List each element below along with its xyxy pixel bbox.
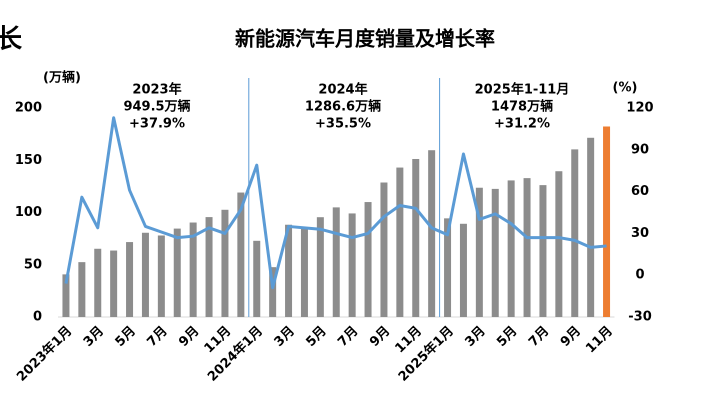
bar <box>571 149 579 317</box>
annotation: 1286.6万辆 <box>305 99 381 115</box>
bar <box>396 167 404 317</box>
bar <box>94 248 102 317</box>
bar <box>253 240 261 317</box>
y-tick-label: 150 <box>15 153 42 168</box>
annotation: 1478万辆 <box>491 99 553 115</box>
chart-title: 新能源汽车月度销量及增长率 <box>235 27 495 51</box>
bar <box>205 217 213 317</box>
bar <box>332 207 340 317</box>
bar <box>412 158 420 317</box>
y-tick-label: 0 <box>33 310 42 325</box>
y-tick-label: 200 <box>15 101 42 116</box>
bar <box>269 267 277 317</box>
bar <box>110 250 118 317</box>
y2-tick-label: 30 <box>631 226 649 241</box>
annotation: +35.5% <box>315 117 371 132</box>
bar <box>380 182 388 317</box>
bar <box>459 223 467 317</box>
bar <box>348 213 356 317</box>
bar <box>428 150 436 317</box>
y2-tick-label: 60 <box>631 184 649 199</box>
corner-text: 长 <box>0 25 23 55</box>
annotation: +37.9% <box>129 117 185 132</box>
bar <box>475 187 483 317</box>
annotation: +31.2% <box>494 117 550 132</box>
bar <box>285 224 293 317</box>
bar <box>62 274 70 317</box>
bar <box>300 228 308 317</box>
annotation: 2024年 <box>318 82 367 98</box>
y-tick-label: 50 <box>24 257 42 272</box>
bar <box>316 217 324 317</box>
bar <box>221 209 229 317</box>
bar <box>523 178 531 317</box>
bar <box>189 222 197 317</box>
bar <box>141 232 149 317</box>
y-tick-label: 100 <box>15 205 42 220</box>
annotation: 949.5万辆 <box>123 99 190 115</box>
bar <box>237 192 245 317</box>
growth-line <box>64 116 607 290</box>
annotation: 2025年1-11月 <box>475 82 570 98</box>
bar <box>555 171 563 317</box>
bar <box>587 137 595 317</box>
bar <box>603 126 611 318</box>
y-axis-label: (万辆) <box>43 70 81 86</box>
y2-tick-label: 120 <box>626 101 653 116</box>
bar <box>157 235 165 317</box>
y2-tick-label: 90 <box>631 142 649 157</box>
bar <box>507 180 515 317</box>
bar <box>126 242 134 317</box>
annotation: 2023年 <box>132 82 181 98</box>
y2-tick-label: -30 <box>628 310 652 325</box>
bar <box>491 188 499 317</box>
y2-axis-label: (%) <box>613 81 638 96</box>
bar <box>539 185 547 317</box>
y2-tick-label: 0 <box>635 268 644 283</box>
bar <box>78 262 86 317</box>
bar <box>444 218 452 317</box>
bar <box>173 228 181 317</box>
bar <box>364 202 372 317</box>
